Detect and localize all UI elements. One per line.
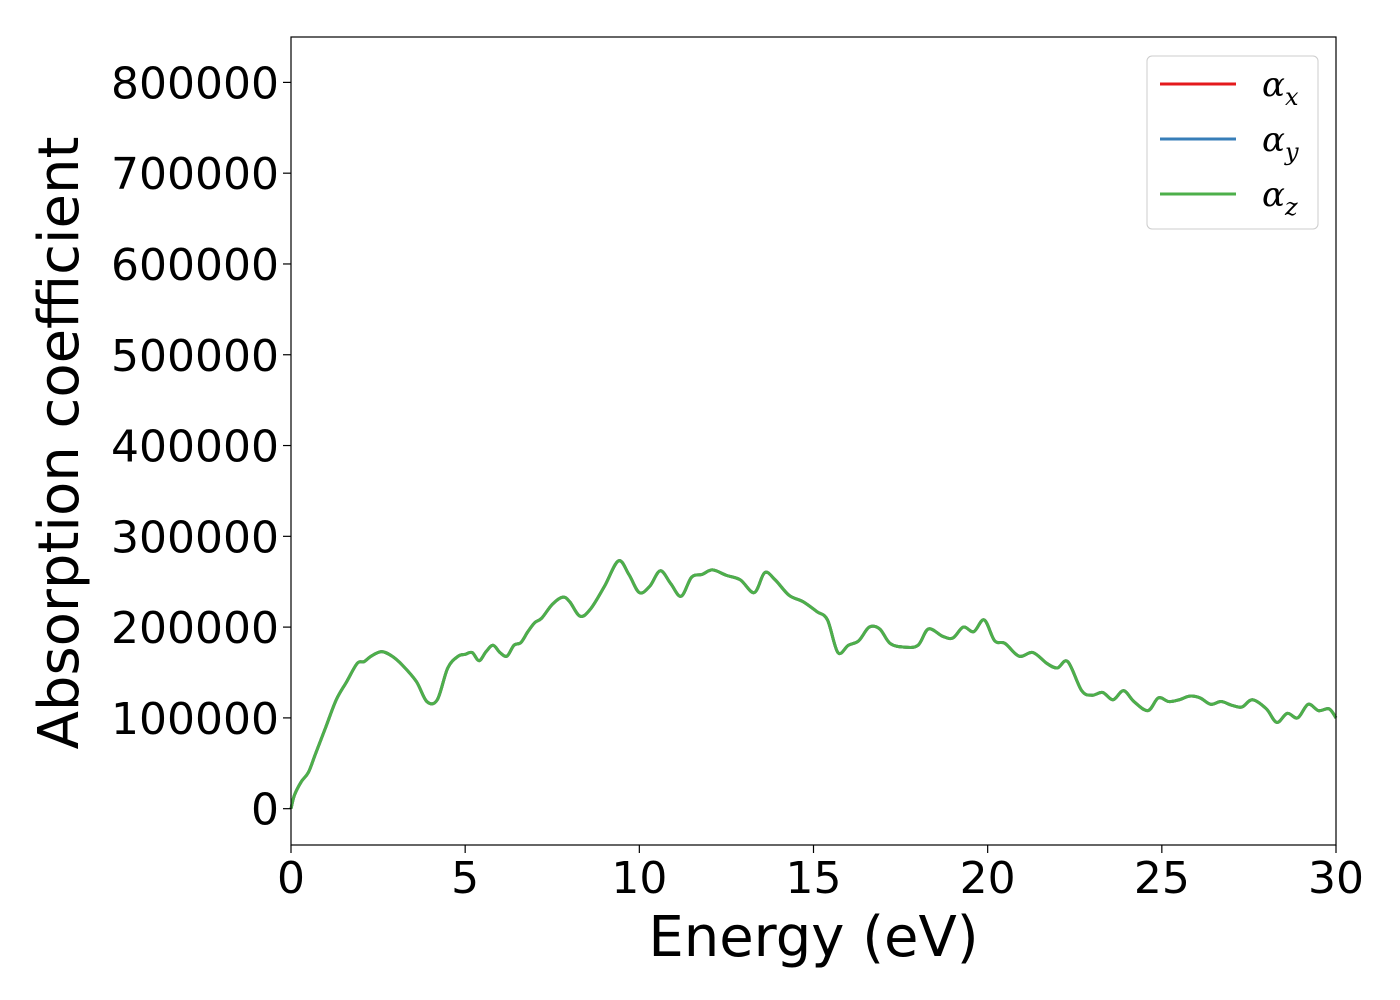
y-tick-label: 500000 (111, 331, 279, 382)
series-line-alpha-y (289, 559, 1338, 810)
y-tick-label: 300000 (111, 512, 279, 563)
x-tick-label: 25 (1134, 853, 1190, 904)
series-layer (289, 559, 1338, 810)
series-line-alpha-z (289, 559, 1338, 810)
legend: αx αy αz (1146, 55, 1319, 230)
x-axis-label: Energy (eV) (648, 905, 978, 970)
y-tick-label: 100000 (111, 694, 279, 745)
y-tick-label: 700000 (111, 149, 279, 200)
legend-box (1146, 55, 1319, 230)
legend-label: αz (1262, 175, 1298, 221)
y-tick-label: 400000 (111, 422, 279, 473)
y-axis-ticks: 0 100000 200000 300000 400000 500000 600000 700… (111, 58, 291, 836)
legend-label: αy (1262, 120, 1299, 166)
y-tick-label: 0 (251, 785, 279, 836)
legend-label: αx (1262, 65, 1299, 111)
y-axis-label: Absorption coefficient (27, 137, 92, 750)
y-tick-label: 200000 (111, 603, 279, 654)
x-axis-ticks: 0 5 10 15 20 25 30 (277, 845, 1364, 904)
x-tick-label: 15 (786, 853, 842, 904)
x-tick-label: 10 (611, 853, 667, 904)
y-tick-label: 600000 (111, 240, 279, 291)
y-tick-label: 800000 (111, 58, 279, 109)
x-tick-label: 5 (451, 853, 479, 904)
x-tick-label: 20 (960, 853, 1016, 904)
x-tick-label: 0 (277, 853, 305, 904)
series-line-alpha-x (289, 559, 1338, 810)
x-tick-label: 30 (1308, 853, 1364, 904)
